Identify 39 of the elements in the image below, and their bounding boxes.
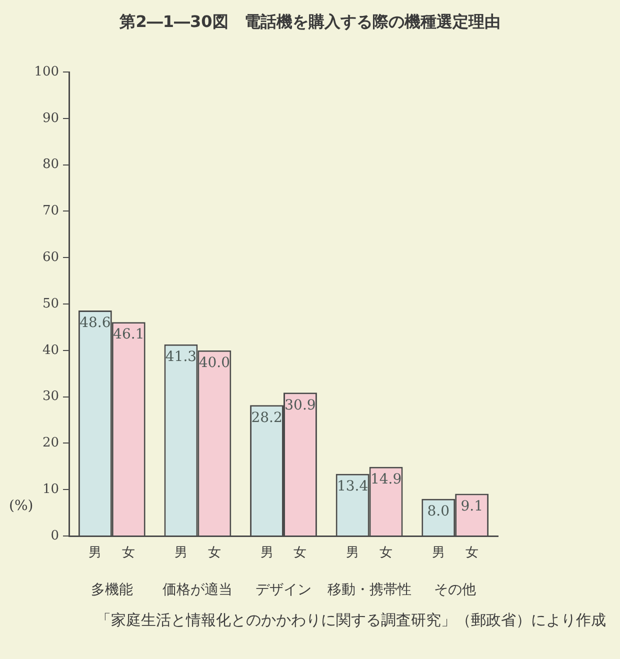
data-label: 46.1	[113, 326, 144, 343]
y-axis-title: (%)	[9, 498, 34, 514]
x-tick-label: その他	[434, 582, 476, 598]
data-label: 40.0	[198, 355, 230, 372]
y-tick-label: 100	[34, 64, 59, 80]
y-tick-label: 10	[42, 482, 59, 497]
y-tick-label: 30	[42, 389, 59, 404]
y-tick-label: 0	[50, 528, 59, 544]
y-tick-label: 80	[42, 157, 59, 172]
series-label: 男	[88, 545, 102, 560]
text: 女	[380, 545, 393, 560]
text: 男	[346, 545, 360, 560]
text: 男	[174, 545, 188, 560]
text: 女	[465, 545, 478, 560]
data-label: 30.9	[284, 397, 316, 414]
text: 「家庭生活と情報化とのかかわりに関する調査研究」（郵政省）により作成	[95, 611, 606, 630]
data-label: 14.9	[370, 472, 402, 488]
y-tick-label: 70	[42, 204, 59, 219]
x-tick-label: 移動・携帯性	[327, 582, 412, 598]
x-tick-label: 多機能	[90, 582, 133, 598]
text: 男	[432, 545, 445, 560]
y-tick-label: 90	[42, 110, 59, 126]
y-tick-label: 40	[42, 342, 59, 358]
x-tick-label: 価格が適当	[162, 582, 233, 598]
text: 女	[208, 545, 221, 560]
data-label: 9.1	[460, 498, 483, 514]
y-tick-label: 60	[42, 250, 59, 265]
y-tick-label: 50	[42, 296, 59, 312]
data-label: 13.4	[336, 478, 368, 494]
text: 男	[260, 545, 274, 560]
y-tick-label: 20	[42, 436, 59, 451]
chart-title: 第2―1―30図 電話機を購入する際の機種選定理由	[118, 12, 502, 33]
text: 女	[294, 545, 307, 560]
x-tick-label: デザイン	[256, 582, 312, 598]
data-label: 41.3	[165, 349, 197, 366]
data-label: 28.2	[251, 410, 282, 426]
series-label: 女	[122, 545, 136, 560]
data-label: 48.6	[80, 315, 111, 332]
data-label: 8.0	[427, 504, 450, 520]
